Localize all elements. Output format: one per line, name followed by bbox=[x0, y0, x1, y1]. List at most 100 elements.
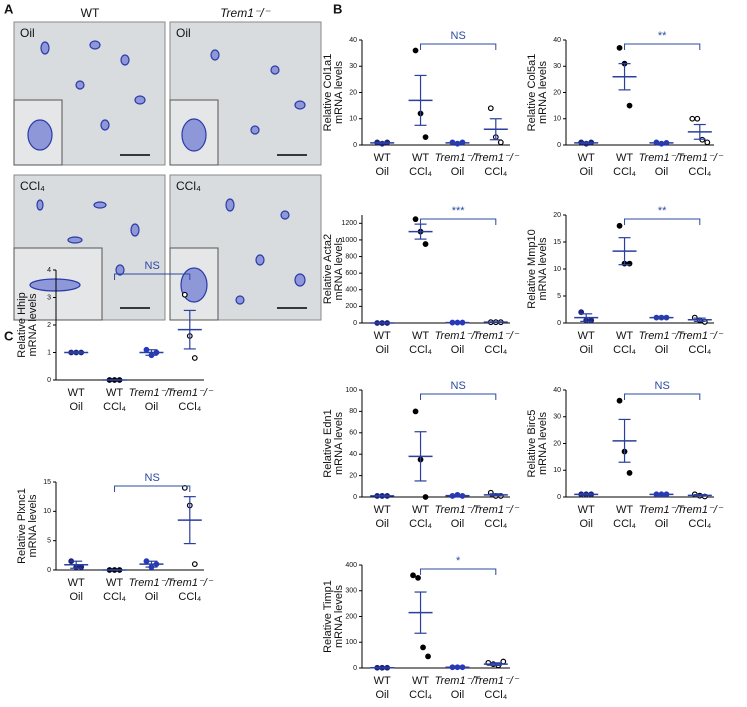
y-axis-label: Relative Col1a1 bbox=[322, 54, 334, 132]
y-tick-label: 15 bbox=[553, 239, 561, 246]
y-tick-label: 60 bbox=[349, 430, 357, 437]
y-tick-label: 10 bbox=[553, 266, 561, 273]
x-tick-label: Oil bbox=[69, 401, 82, 413]
x-tick-label: Trem1⁻/⁻ bbox=[639, 504, 686, 516]
significance-bracket bbox=[420, 43, 497, 50]
x-tick-label: CCl₄ bbox=[688, 344, 711, 356]
y-tick-label: 0 bbox=[557, 142, 561, 149]
x-tick-label: WT bbox=[374, 330, 391, 342]
panel-label: C bbox=[4, 328, 14, 343]
significance-label: * bbox=[456, 555, 461, 567]
y-tick-label: 80 bbox=[349, 408, 357, 415]
x-tick-label: Oil bbox=[375, 344, 388, 356]
x-tick-label: CCl₄ bbox=[484, 344, 507, 356]
y-tick-label: 200 bbox=[345, 613, 357, 620]
y-tick-label: 400 bbox=[345, 287, 357, 294]
data-point bbox=[626, 470, 633, 476]
y-axis-label: Relative Birc5 bbox=[526, 410, 538, 478]
x-tick-label: Trem1⁻/⁻ bbox=[435, 504, 482, 516]
x-tick-label: CCl₄ bbox=[103, 401, 126, 413]
y-tick-label: 1200 bbox=[341, 220, 357, 227]
x-tick-label: CCl₄ bbox=[484, 166, 507, 178]
x-tick-label: CCl₄ bbox=[178, 401, 201, 413]
x-tick-label: Oil bbox=[579, 166, 592, 178]
condition-label: CCl₄ bbox=[176, 179, 201, 193]
data-point bbox=[412, 408, 419, 415]
x-tick-label: Oil bbox=[375, 166, 388, 178]
y-tick-label: 20 bbox=[553, 89, 561, 96]
x-tick-label: Oil bbox=[655, 166, 668, 178]
x-tick-label: WT bbox=[68, 577, 85, 589]
y-tick-label: 40 bbox=[349, 37, 357, 44]
data-point bbox=[191, 561, 198, 568]
x-tick-label: Trem1⁻/⁻ bbox=[677, 152, 724, 164]
x-tick-label: CCl₄ bbox=[613, 344, 636, 356]
data-point bbox=[422, 241, 429, 247]
data-point bbox=[616, 222, 623, 229]
x-tick-label: CCl₄ bbox=[409, 344, 432, 356]
y-axis-label: Relative Timp1 bbox=[322, 580, 334, 653]
y-tick-label: 20 bbox=[349, 89, 357, 96]
y-tick-label: 0 bbox=[47, 377, 51, 384]
x-tick-label: Oil bbox=[451, 344, 464, 356]
significance-label: NS bbox=[145, 472, 160, 484]
y-axis-label: mRNA levels bbox=[333, 412, 345, 475]
y-tick-label: 0 bbox=[353, 665, 357, 672]
y-axis-label: mRNA levels bbox=[333, 61, 345, 124]
x-tick-label: CCl₄ bbox=[613, 518, 636, 530]
y-tick-label: 30 bbox=[349, 63, 357, 70]
x-tick-label: CCl₄ bbox=[178, 591, 201, 603]
y-tick-label: 40 bbox=[553, 387, 561, 394]
x-tick-label: Oil bbox=[375, 518, 388, 530]
x-tick-label: Trem1⁻/⁻ bbox=[473, 330, 520, 342]
x-tick-label: WT bbox=[616, 504, 633, 516]
x-tick-label: Oil bbox=[451, 166, 464, 178]
data-point bbox=[694, 115, 701, 122]
y-tick-label: 5 bbox=[47, 538, 51, 545]
y-axis-label: mRNA levels bbox=[333, 585, 345, 648]
significance-label: *** bbox=[452, 205, 466, 217]
data-point bbox=[422, 494, 429, 500]
y-tick-label: 3 bbox=[47, 294, 51, 301]
x-tick-label: Trem1⁻/⁻ bbox=[129, 387, 176, 399]
x-tick-label: CCl₄ bbox=[613, 166, 636, 178]
significance-bracket bbox=[624, 218, 701, 225]
y-axis-label: mRNA levels bbox=[27, 293, 39, 356]
significance-bracket bbox=[114, 485, 191, 492]
x-tick-label: CCl₄ bbox=[688, 518, 711, 530]
significance-bracket bbox=[624, 393, 701, 400]
y-tick-label: 0 bbox=[353, 494, 357, 501]
x-tick-label: Trem1⁻/⁻ bbox=[639, 152, 686, 164]
x-tick-label: CCl₄ bbox=[409, 166, 432, 178]
x-tick-label: WT bbox=[616, 330, 633, 342]
column-label: WT bbox=[81, 6, 100, 20]
y-axis-label: mRNA levels bbox=[333, 237, 345, 300]
y-tick-label: 1000 bbox=[341, 237, 357, 244]
x-tick-label: Oil bbox=[451, 518, 464, 530]
x-tick-label: Oil bbox=[451, 689, 464, 701]
y-tick-label: 10 bbox=[553, 116, 561, 123]
x-tick-label: WT bbox=[578, 330, 595, 342]
y-axis-label: mRNA levels bbox=[27, 494, 39, 557]
micrographs bbox=[13, 21, 322, 321]
condition-label: Oil bbox=[176, 26, 191, 40]
y-tick-label: 20 bbox=[553, 212, 561, 219]
y-tick-label: 10 bbox=[43, 508, 51, 515]
x-tick-label: Trem1⁻/⁻ bbox=[639, 330, 686, 342]
x-tick-label: Oil bbox=[579, 344, 592, 356]
x-tick-label: Trem1⁻/⁻ bbox=[473, 675, 520, 687]
x-tick-label: Oil bbox=[655, 344, 668, 356]
x-tick-label: WT bbox=[374, 675, 391, 687]
significance-bracket bbox=[420, 393, 497, 400]
x-tick-label: Trem1⁻/⁻ bbox=[677, 504, 724, 516]
x-tick-label: WT bbox=[412, 152, 429, 164]
y-tick-label: 10 bbox=[349, 116, 357, 123]
y-tick-label: 300 bbox=[345, 588, 357, 595]
y-tick-label: 800 bbox=[345, 253, 357, 260]
significance-bracket bbox=[624, 43, 701, 50]
x-tick-label: WT bbox=[374, 152, 391, 164]
x-tick-label: Trem1⁻/⁻ bbox=[167, 577, 214, 589]
x-tick-label: Trem1⁻/⁻ bbox=[677, 330, 724, 342]
x-tick-label: Trem1⁻/⁻ bbox=[473, 152, 520, 164]
